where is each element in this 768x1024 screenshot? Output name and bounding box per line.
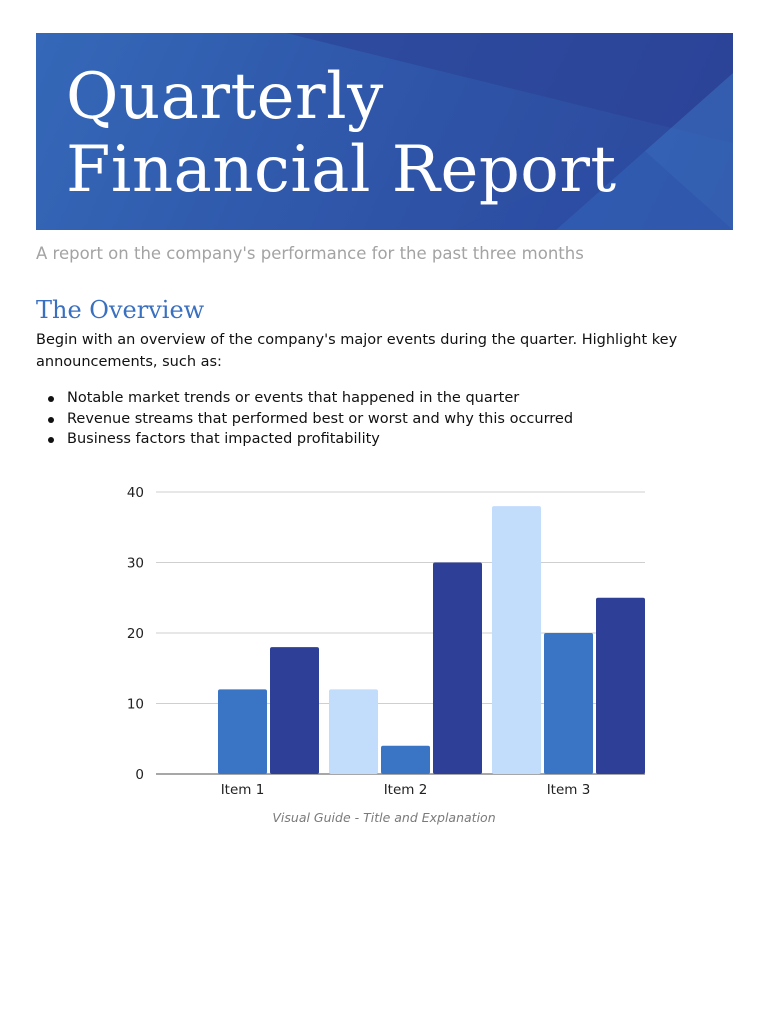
bar-chart: 0 10 20 30 40 Item 1 Item 2 Item 3 xyxy=(127,485,645,798)
y-tick-label: 40 xyxy=(127,485,144,501)
bar xyxy=(381,745,430,774)
report-title-line-2: Financial Report xyxy=(66,133,617,207)
x-tick-label: Item 1 xyxy=(221,782,265,798)
x-tick-label: Item 2 xyxy=(384,782,428,798)
banner-decoration xyxy=(286,33,733,230)
report-title-line-1: Quarterly xyxy=(66,60,384,134)
bar xyxy=(492,506,541,774)
report-title: Quarterly Financial Report xyxy=(66,61,617,207)
bar xyxy=(596,597,645,774)
bullet-text: Revenue streams that performed best or w… xyxy=(67,410,574,427)
bar xyxy=(433,562,482,774)
y-tick-label: 10 xyxy=(127,697,144,713)
bullet-item: Business factors that impacted profitabi… xyxy=(36,429,573,450)
y-tick-label: 0 xyxy=(135,767,144,783)
bullet-text: Business factors that impacted profitabi… xyxy=(67,431,380,447)
y-tick-label: 20 xyxy=(127,626,144,642)
overview-bullet-list: Notable market trends or events that hap… xyxy=(36,388,573,450)
bullet-item: Notable market trends or events that hap… xyxy=(36,388,573,409)
overview-intro: Begin with an overview of the company's … xyxy=(36,332,678,370)
bar xyxy=(544,633,593,774)
bar xyxy=(218,689,267,774)
bullet-dot xyxy=(48,437,54,443)
bullet-text: Notable market trends or events that hap… xyxy=(67,390,520,406)
overview-heading: The Overview xyxy=(36,296,205,324)
title-banner: Quarterly Financial Report xyxy=(36,33,733,230)
bullet-dot xyxy=(48,396,54,402)
chart-caption: Visual Guide - Title and Explanation xyxy=(272,810,496,825)
bar xyxy=(270,647,319,774)
report-subtitle: A report on the company's performance fo… xyxy=(36,244,584,263)
bullet-item: Revenue streams that performed best or w… xyxy=(36,409,573,430)
bar xyxy=(329,689,378,774)
y-tick-label: 30 xyxy=(127,556,144,572)
bullet-dot xyxy=(48,416,54,423)
x-tick-label: Item 3 xyxy=(547,782,591,798)
